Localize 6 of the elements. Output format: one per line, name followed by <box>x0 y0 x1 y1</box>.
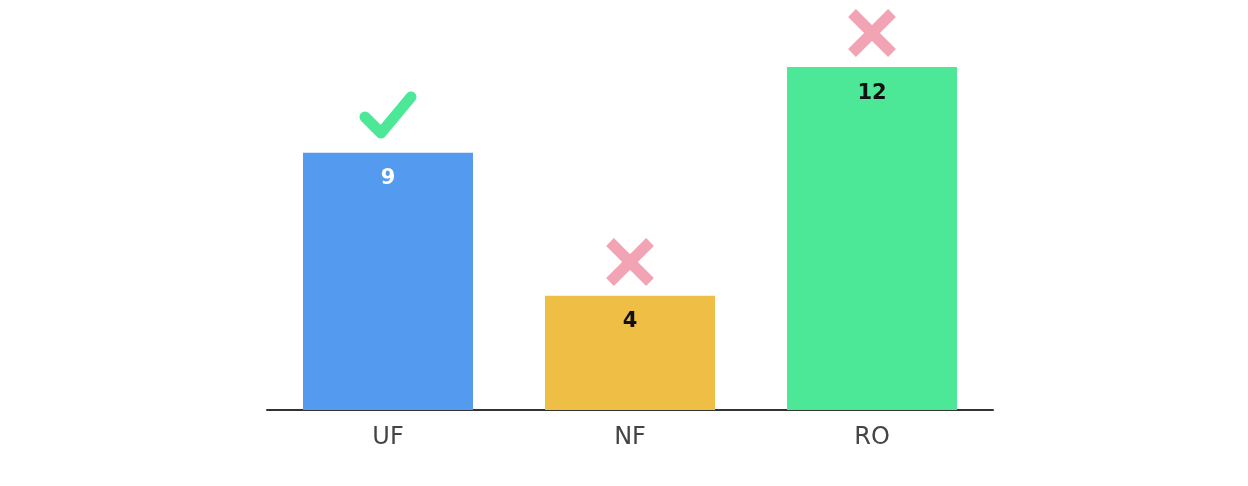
data-label: 12 <box>857 79 887 104</box>
data-label: 9 <box>380 165 396 190</box>
data-label: 4 <box>622 308 638 333</box>
x-tick-label: UF <box>372 422 404 450</box>
x-tick-label: RO <box>854 422 890 450</box>
x-tick-label: NF <box>614 422 646 450</box>
